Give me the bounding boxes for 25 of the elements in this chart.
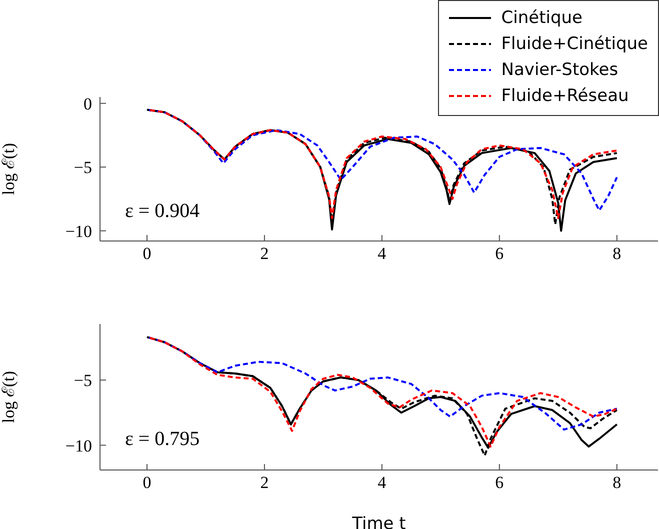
- y-tick-label: −10: [65, 222, 92, 241]
- legend-label: Fluide+Réseau: [501, 86, 629, 106]
- legend-label: Navier-Stokes: [501, 60, 618, 80]
- y-axis-title: log ℰ(t): [0, 142, 18, 196]
- x-tick-label: 4: [378, 473, 387, 492]
- x-tick-label: 8: [612, 244, 622, 264]
- line-series: [146, 336, 618, 431]
- x-tick-label: 0: [142, 244, 152, 264]
- annotation: ε = 0.904: [125, 200, 200, 223]
- x-tick-label: 4: [378, 244, 387, 264]
- x-tick-label: 6: [495, 473, 504, 492]
- y-axis-title: log ℰ(t): [0, 370, 18, 424]
- x-tick-label: 2: [260, 473, 269, 492]
- legend-label: Fluide+Cinétique: [501, 34, 648, 54]
- legend-label: Cinétique: [501, 8, 583, 28]
- x-tick-label: 8: [612, 473, 622, 492]
- y-tick-label: −5: [74, 371, 92, 390]
- x-tick-label: 2: [260, 244, 269, 264]
- y-tick-label: −10: [65, 436, 92, 456]
- x-tick-label: 0: [142, 473, 152, 492]
- y-tick-label: −5: [74, 158, 92, 178]
- x-tick-label: 6: [495, 244, 504, 264]
- x-axis-title: Time t: [351, 514, 406, 529]
- annotation: ε = 0.795: [125, 428, 200, 451]
- y-tick-label: 0: [84, 94, 92, 114]
